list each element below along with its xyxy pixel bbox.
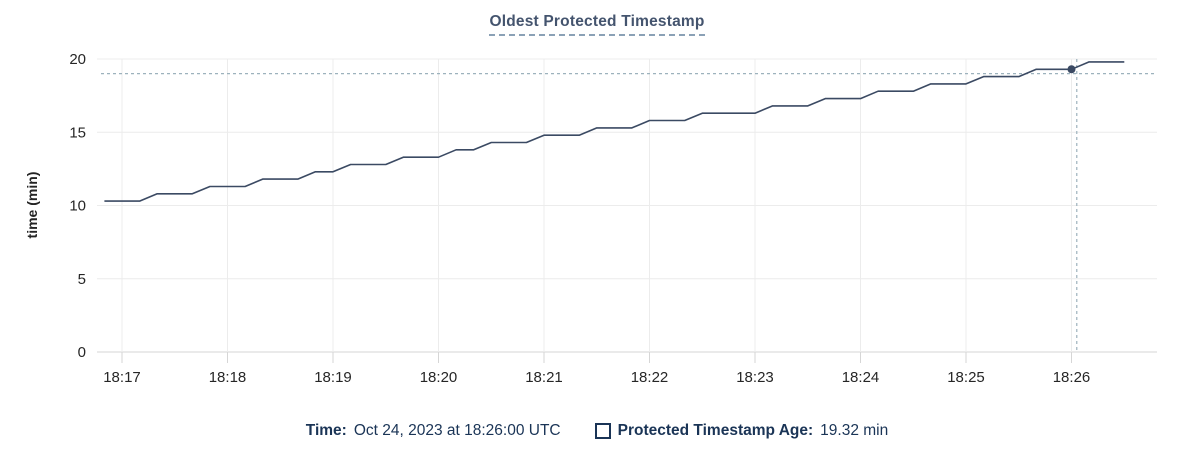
chart-header: Oldest Protected Timestamp [0,13,1194,36]
y-tick-label: 0 [78,344,86,361]
y-tick-label: 10 [69,198,86,215]
x-tick-label: 18:21 [525,369,563,386]
x-tick-label: 18:26 [1053,369,1091,386]
chart-title[interactable]: Oldest Protected Timestamp [489,13,705,36]
y-axis-title: time (min) [24,171,40,239]
x-tick-label: 18:20 [420,369,458,386]
series-line-protected-timestamp-age [104,61,1125,202]
x-tick-label: 18:18 [209,369,247,386]
hover-data-point-dot [1067,65,1076,74]
hover-time-label: Time: [305,422,347,439]
x-tick-label: 18:23 [736,369,774,386]
x-tick-label: 18:24 [842,369,880,386]
y-tick-label: 15 [69,124,86,141]
x-tick-label: 18:22 [631,369,669,386]
hover-time-value: Oct 24, 2023 at 18:26:00 UTC [353,422,561,439]
y-tick-label: 5 [78,271,86,288]
x-tick-label: 18:25 [947,369,985,386]
series-color-swatch-icon [594,422,611,439]
series-readout: Protected Timestamp Age: 19.32 min [594,421,889,440]
x-tick-label: 18:19 [314,369,352,386]
x-tick-label: 18:17 [103,369,141,386]
hover-time-readout: Time: Oct 24, 2023 at 18:26:00 UTC [306,421,561,440]
series-name-label: Protected Timestamp Age: [617,422,814,439]
hover-legend: Time: Oct 24, 2023 at 18:26:00 UTC Prote… [0,421,1194,440]
y-tick-label: 20 [69,51,86,68]
series-value: 19.32 min [820,422,889,439]
